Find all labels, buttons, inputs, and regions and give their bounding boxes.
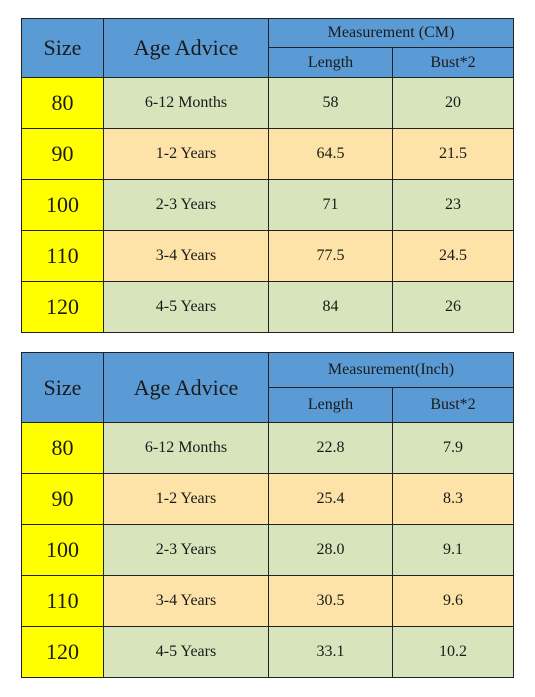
bust-cell: 10.2: [392, 626, 514, 678]
size-chart-inch-table: Size Age Advice Measurement(Inch) Length…: [21, 352, 514, 678]
size-header: Size: [21, 352, 104, 423]
age-advice-header: Age Advice: [103, 352, 269, 423]
length-cell: 58: [268, 77, 393, 129]
measurement-group-header: Measurement (CM): [268, 18, 514, 48]
age-advice-header: Age Advice: [103, 18, 269, 78]
bust-cell: 9.1: [392, 524, 514, 576]
size-chart-cm-table: Size Age Advice Measurement (CM) Length …: [21, 18, 514, 333]
size-cell: 90: [21, 473, 104, 525]
table-row: 120 4-5 Years 33.1 10.2: [21, 626, 514, 678]
size-cell: 120: [21, 626, 104, 678]
size-cell: 100: [21, 179, 104, 231]
age-cell: 3-4 Years: [103, 230, 269, 282]
age-cell: 1-2 Years: [103, 128, 269, 180]
length-cell: 64.5: [268, 128, 393, 180]
length-cell: 22.8: [268, 422, 393, 474]
table-row: 110 3-4 Years 77.5 24.5: [21, 230, 514, 282]
table-row: 80 6-12 Months 58 20: [21, 77, 514, 129]
bust-cell: 23: [392, 179, 514, 231]
bust-cell: 26: [392, 281, 514, 333]
measurement-group-header: Measurement(Inch): [268, 352, 514, 388]
size-cell: 110: [21, 575, 104, 627]
age-cell: 1-2 Years: [103, 473, 269, 525]
table-row: 80 6-12 Months 22.8 7.9: [21, 422, 514, 474]
length-cell: 30.5: [268, 575, 393, 627]
size-cell: 120: [21, 281, 104, 333]
bust-cell: 24.5: [392, 230, 514, 282]
size-header: Size: [21, 18, 104, 78]
length-header: Length: [268, 47, 393, 78]
bust-header: Bust*2: [392, 47, 514, 78]
bust-cell: 8.3: [392, 473, 514, 525]
bust-cell: 7.9: [392, 422, 514, 474]
age-cell: 2-3 Years: [103, 179, 269, 231]
table-row: 90 1-2 Years 64.5 21.5: [21, 128, 514, 180]
age-cell: 2-3 Years: [103, 524, 269, 576]
age-cell: 6-12 Months: [103, 422, 269, 474]
size-cell: 100: [21, 524, 104, 576]
age-cell: 3-4 Years: [103, 575, 269, 627]
age-cell: 4-5 Years: [103, 626, 269, 678]
length-cell: 28.0: [268, 524, 393, 576]
size-cell: 80: [21, 422, 104, 474]
table-row: 100 2-3 Years 28.0 9.1: [21, 524, 514, 576]
length-cell: 25.4: [268, 473, 393, 525]
length-cell: 71: [268, 179, 393, 231]
size-cell: 110: [21, 230, 104, 282]
age-cell: 4-5 Years: [103, 281, 269, 333]
length-cell: 84: [268, 281, 393, 333]
table-row: 90 1-2 Years 25.4 8.3: [21, 473, 514, 525]
age-cell: 6-12 Months: [103, 77, 269, 129]
length-header: Length: [268, 387, 393, 423]
bust-cell: 20: [392, 77, 514, 129]
table-row: 110 3-4 Years 30.5 9.6: [21, 575, 514, 627]
length-cell: 33.1: [268, 626, 393, 678]
bust-header: Bust*2: [392, 387, 514, 423]
size-cell: 90: [21, 128, 104, 180]
table-row: 120 4-5 Years 84 26: [21, 281, 514, 333]
length-cell: 77.5: [268, 230, 393, 282]
bust-cell: 9.6: [392, 575, 514, 627]
table-row: 100 2-3 Years 71 23: [21, 179, 514, 231]
bust-cell: 21.5: [392, 128, 514, 180]
size-cell: 80: [21, 77, 104, 129]
